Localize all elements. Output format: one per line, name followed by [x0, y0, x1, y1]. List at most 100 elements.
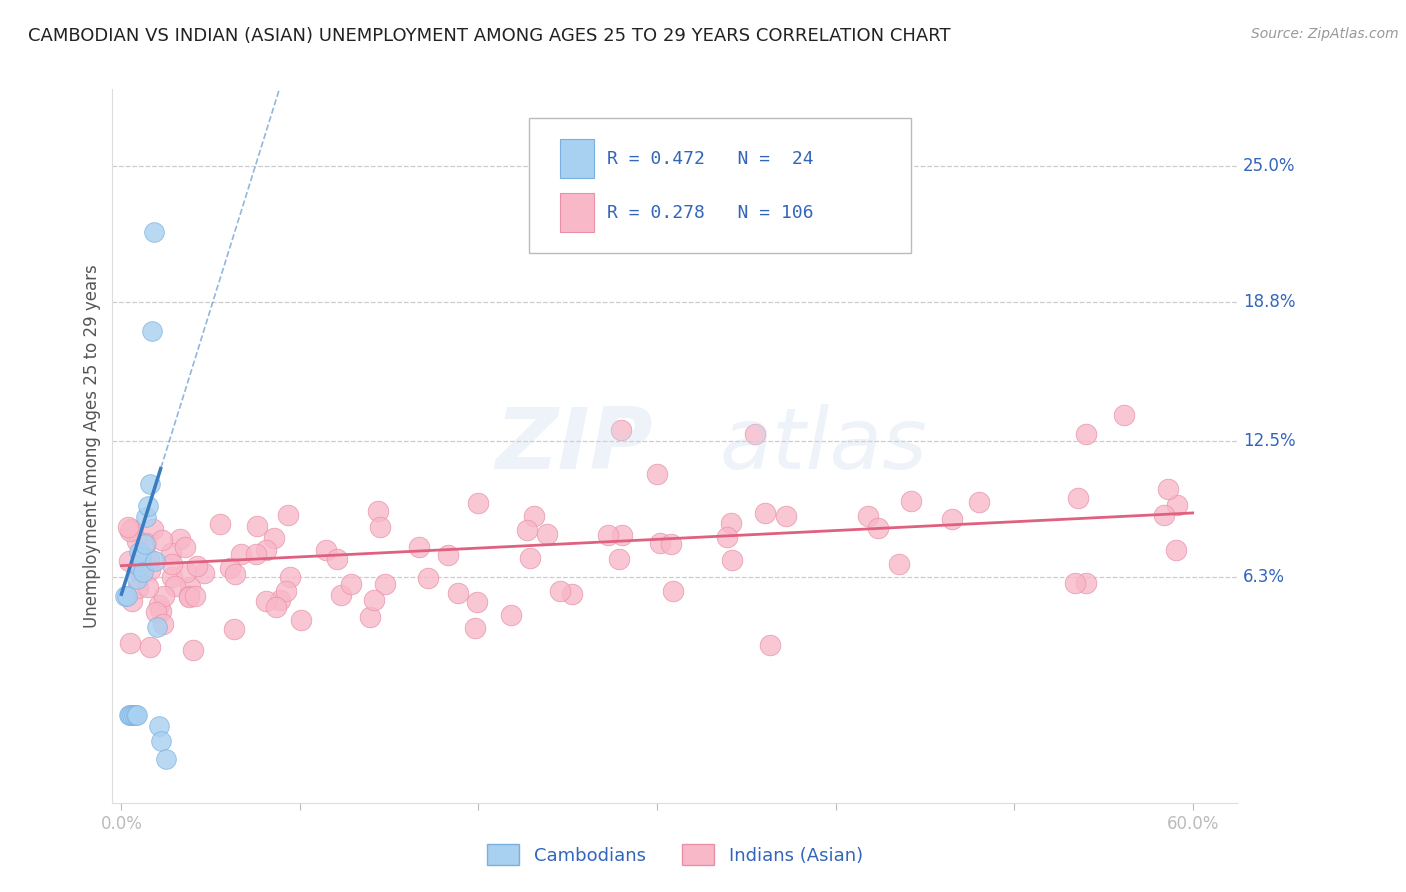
- Point: [139, 563, 162, 577]
- Point: [339, 577, 361, 591]
- Point: [165, 578, 187, 592]
- Point: [290, 613, 312, 627]
- Point: [127, 572, 149, 586]
- Point: [1166, 543, 1188, 558]
- Point: [118, 635, 141, 649]
- Point: [465, 595, 488, 609]
- Point: [177, 590, 200, 604]
- Point: [329, 588, 352, 602]
- Point: [143, 554, 166, 568]
- Point: [222, 622, 245, 636]
- Point: [856, 508, 879, 523]
- Point: [134, 537, 156, 551]
- Point: [263, 531, 285, 545]
- Point: [120, 522, 142, 536]
- Point: [467, 496, 489, 510]
- Point: [115, 590, 138, 604]
- Point: [118, 554, 141, 568]
- Point: [499, 607, 522, 622]
- Point: [114, 590, 136, 604]
- Point: [138, 580, 160, 594]
- Text: atlas: atlas: [720, 404, 928, 488]
- Y-axis label: Unemployment Among Ages 25 to 29 years: Unemployment Among Ages 25 to 29 years: [83, 264, 101, 628]
- Point: [150, 604, 173, 618]
- Point: [117, 708, 139, 723]
- Point: [758, 639, 780, 653]
- Point: [645, 467, 668, 482]
- Point: [155, 752, 177, 766]
- Point: [129, 566, 152, 580]
- Point: [363, 592, 385, 607]
- Point: [662, 583, 685, 598]
- Point: [135, 510, 157, 524]
- Point: [127, 581, 149, 595]
- Point: [148, 719, 170, 733]
- Point: [129, 549, 152, 564]
- Point: [184, 590, 207, 604]
- Point: [135, 536, 157, 550]
- Point: [941, 512, 963, 526]
- Point: [179, 580, 201, 594]
- Point: [610, 423, 633, 437]
- Point: [174, 540, 197, 554]
- Point: [120, 708, 142, 723]
- Point: [125, 534, 148, 549]
- Point: [561, 587, 583, 601]
- Point: [610, 528, 633, 542]
- Point: [138, 552, 160, 566]
- Point: [169, 532, 191, 546]
- Text: Source: ZipAtlas.com: Source: ZipAtlas.com: [1251, 27, 1399, 41]
- Point: [269, 593, 291, 607]
- Text: 6.3%: 6.3%: [1243, 567, 1285, 586]
- Point: [224, 566, 246, 581]
- Point: [229, 548, 252, 562]
- Point: [150, 533, 173, 548]
- Point: [120, 524, 142, 539]
- Point: [1166, 498, 1188, 512]
- Point: [1064, 575, 1087, 590]
- Point: [1114, 408, 1136, 422]
- Point: [193, 566, 215, 581]
- Point: [160, 570, 183, 584]
- Point: [132, 566, 155, 580]
- Point: [716, 530, 738, 544]
- Point: [277, 508, 299, 522]
- Point: [208, 516, 231, 531]
- Point: [368, 520, 391, 534]
- Point: [315, 543, 337, 558]
- Point: [374, 577, 396, 591]
- Text: R = 0.278   N = 106: R = 0.278 N = 106: [607, 203, 814, 221]
- Point: [1067, 491, 1090, 506]
- Point: [967, 494, 990, 508]
- Point: [536, 526, 558, 541]
- Point: [254, 542, 277, 557]
- Point: [146, 620, 169, 634]
- Point: [416, 571, 439, 585]
- Point: [145, 605, 167, 619]
- Point: [152, 617, 174, 632]
- Point: [186, 559, 208, 574]
- Point: [160, 546, 183, 560]
- Point: [900, 494, 922, 508]
- Point: [274, 584, 297, 599]
- Point: [868, 520, 890, 534]
- Point: [245, 547, 267, 561]
- Point: [889, 557, 911, 571]
- Point: [121, 593, 143, 607]
- Text: 12.5%: 12.5%: [1243, 432, 1295, 450]
- Point: [548, 584, 571, 599]
- Point: [174, 565, 197, 579]
- FancyBboxPatch shape: [529, 118, 911, 253]
- Point: [721, 552, 744, 566]
- Point: [464, 621, 486, 635]
- Text: 18.8%: 18.8%: [1243, 293, 1295, 311]
- Text: 25.0%: 25.0%: [1243, 157, 1295, 175]
- Point: [650, 536, 672, 550]
- Point: [181, 643, 204, 657]
- Bar: [560, 193, 593, 232]
- Point: [278, 570, 301, 584]
- Point: [254, 594, 277, 608]
- Point: [596, 528, 619, 542]
- Point: [122, 708, 145, 723]
- Point: [136, 500, 159, 514]
